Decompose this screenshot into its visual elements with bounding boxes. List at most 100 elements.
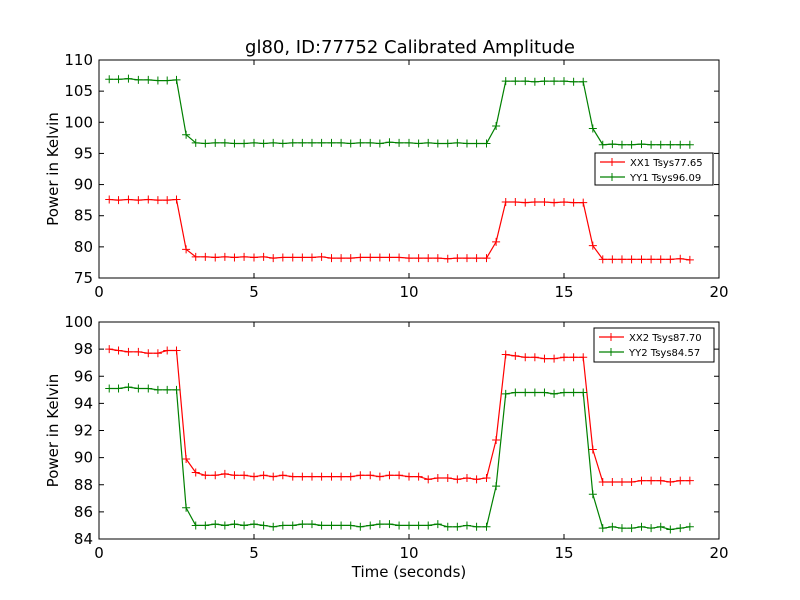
data-point <box>278 471 287 480</box>
data-point <box>617 524 626 533</box>
data-point <box>433 473 442 482</box>
data-point <box>153 76 162 85</box>
data-point <box>685 522 694 531</box>
data-point <box>307 138 316 147</box>
data-point <box>201 471 210 480</box>
data-point <box>346 139 355 148</box>
data-point <box>627 255 636 264</box>
data-point <box>501 198 510 207</box>
data-point <box>278 521 287 530</box>
data-point <box>105 345 114 354</box>
data-point <box>211 253 220 262</box>
y-tick-label: 100 <box>64 313 93 331</box>
data-point <box>530 388 539 397</box>
data-point <box>220 252 229 261</box>
data-point <box>433 254 442 263</box>
data-point <box>385 471 394 480</box>
x-tick-label: 15 <box>554 544 573 562</box>
data-point <box>385 138 394 147</box>
data-point <box>511 77 520 86</box>
data-point <box>269 254 278 263</box>
data-point <box>114 346 123 355</box>
data-point <box>144 384 153 393</box>
data-point <box>540 354 549 363</box>
data-point <box>230 139 239 148</box>
data-point <box>598 255 607 264</box>
data-point <box>182 130 191 139</box>
data-point <box>443 254 452 263</box>
data-point <box>105 195 114 204</box>
legend-label: YY1 Tsys96.09 <box>629 173 701 184</box>
y-tick-label: 80 <box>74 238 93 256</box>
data-point <box>191 252 200 261</box>
data-point <box>560 353 568 362</box>
data-point <box>433 139 442 148</box>
data-point <box>588 124 597 133</box>
data-point <box>608 255 617 264</box>
data-point <box>414 521 423 530</box>
data-point <box>453 475 462 484</box>
chart-title: gl80, ID:77752 Calibrated Amplitude <box>245 37 575 58</box>
y-tick-label: 105 <box>64 82 93 100</box>
data-point <box>240 471 249 480</box>
data-point <box>462 521 471 530</box>
data-point <box>433 520 442 529</box>
data-point <box>492 482 501 491</box>
data-point <box>201 252 210 261</box>
data-point <box>676 140 685 149</box>
data-point <box>307 520 316 529</box>
data-point <box>114 196 123 205</box>
data-point <box>395 138 404 147</box>
data-point <box>153 385 162 394</box>
legend-label: YY2 Tsys84.57 <box>628 348 700 359</box>
data-point <box>511 351 520 360</box>
data-point <box>163 76 172 85</box>
data-point <box>530 198 539 207</box>
data-point <box>443 522 452 531</box>
legend-marker <box>607 348 615 356</box>
data-point <box>405 472 413 481</box>
data-point <box>579 353 588 362</box>
data-point <box>105 75 114 84</box>
legend-marker <box>608 158 616 166</box>
data-point <box>637 140 646 149</box>
data-point <box>424 138 433 147</box>
data-point <box>124 383 133 392</box>
data-point <box>327 254 336 263</box>
x-tick-label: 5 <box>249 283 259 301</box>
data-point <box>134 196 143 205</box>
data-point <box>288 253 297 262</box>
data-point <box>666 255 675 264</box>
data-point <box>405 254 413 263</box>
data-point <box>579 198 588 207</box>
data-point <box>172 385 181 394</box>
data-point <box>288 521 297 530</box>
data-point <box>656 140 665 149</box>
x-tick-label: 20 <box>709 283 728 301</box>
data-point <box>259 252 268 261</box>
data-point <box>530 77 539 86</box>
data-point <box>560 77 568 86</box>
legend-marker <box>608 173 616 181</box>
data-point <box>269 522 278 531</box>
data-point <box>259 521 268 530</box>
data-point <box>424 475 433 484</box>
data-point <box>666 525 675 534</box>
data-point <box>298 138 307 147</box>
data-point <box>685 255 694 264</box>
data-point <box>617 255 626 264</box>
x-tick-label: 0 <box>94 544 104 562</box>
data-point <box>346 472 355 481</box>
data-point <box>230 253 239 262</box>
data-point <box>540 388 549 397</box>
data-point <box>462 139 471 148</box>
data-point <box>356 138 365 147</box>
legend-box <box>593 327 715 363</box>
data-point <box>414 472 423 481</box>
data-point <box>163 385 172 394</box>
data-point <box>482 139 491 148</box>
data-point <box>191 468 200 477</box>
legend: XX2 Tsys87.70 YY2 Tsys84.57 <box>593 327 715 363</box>
data-point <box>144 75 153 84</box>
